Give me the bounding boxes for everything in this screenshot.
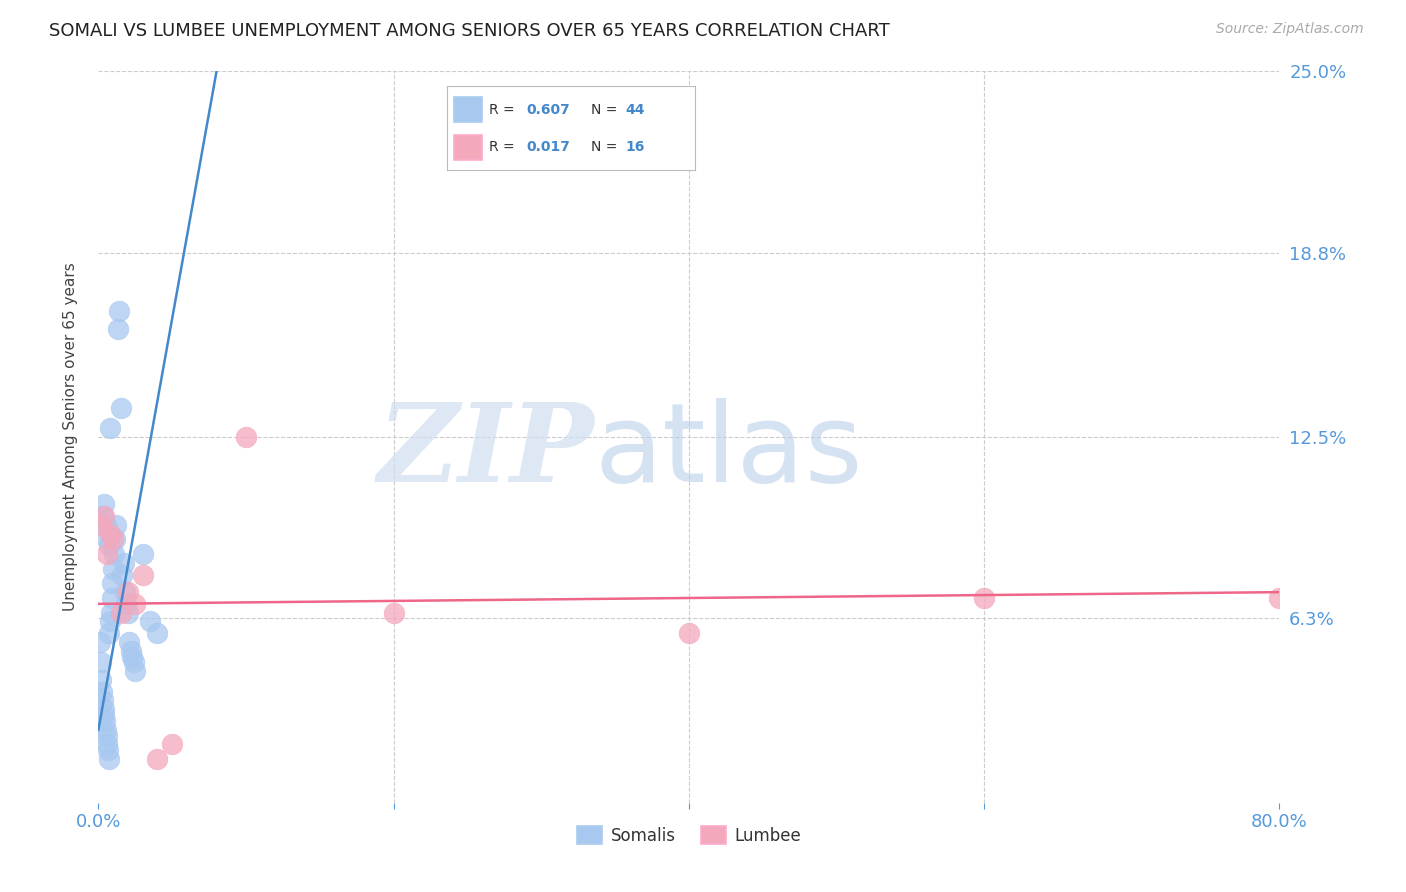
Point bbox=[115, 597, 138, 611]
Point bbox=[94, 714, 117, 728]
Point bbox=[103, 533, 125, 547]
Point bbox=[91, 509, 114, 524]
Point bbox=[122, 656, 145, 670]
Point bbox=[162, 737, 183, 751]
Point bbox=[91, 693, 114, 707]
Point bbox=[112, 556, 135, 570]
Point bbox=[146, 752, 169, 766]
Point bbox=[96, 737, 118, 751]
Point bbox=[120, 643, 142, 657]
Point bbox=[90, 673, 112, 687]
Point bbox=[124, 597, 146, 611]
Point bbox=[97, 752, 120, 766]
Point bbox=[124, 664, 146, 678]
Point bbox=[93, 497, 115, 511]
Point bbox=[118, 635, 141, 649]
Point bbox=[96, 729, 118, 743]
Point bbox=[90, 656, 112, 670]
Text: ZIP: ZIP bbox=[378, 398, 595, 506]
Point bbox=[96, 547, 118, 561]
Point bbox=[93, 702, 115, 716]
Point bbox=[139, 615, 162, 629]
Point bbox=[110, 401, 132, 415]
Point bbox=[111, 567, 134, 582]
Text: atlas: atlas bbox=[595, 398, 863, 505]
Legend: Somalis, Lumbee: Somalis, Lumbee bbox=[569, 818, 808, 853]
Point bbox=[146, 626, 169, 640]
Point bbox=[90, 517, 112, 532]
Point bbox=[1268, 591, 1291, 605]
Point bbox=[94, 723, 117, 737]
Point bbox=[235, 430, 257, 444]
Point bbox=[100, 591, 122, 605]
Point bbox=[114, 585, 136, 599]
Point bbox=[121, 649, 143, 664]
Point bbox=[94, 517, 117, 532]
Point bbox=[98, 526, 121, 541]
Point bbox=[678, 626, 700, 640]
Point bbox=[101, 576, 124, 591]
Point bbox=[110, 606, 132, 620]
Point bbox=[97, 538, 120, 552]
Point bbox=[103, 547, 125, 561]
Point bbox=[89, 635, 111, 649]
Text: SOMALI VS LUMBEE UNEMPLOYMENT AMONG SENIORS OVER 65 YEARS CORRELATION CHART: SOMALI VS LUMBEE UNEMPLOYMENT AMONG SENI… bbox=[49, 22, 890, 40]
Y-axis label: Unemployment Among Seniors over 65 years: Unemployment Among Seniors over 65 years bbox=[63, 263, 77, 611]
Point bbox=[96, 533, 118, 547]
Point bbox=[108, 304, 131, 318]
Point bbox=[98, 421, 121, 435]
Point bbox=[104, 533, 127, 547]
Point bbox=[382, 606, 405, 620]
Point bbox=[98, 615, 121, 629]
Text: Source: ZipAtlas.com: Source: ZipAtlas.com bbox=[1216, 22, 1364, 37]
Point bbox=[132, 547, 155, 561]
Point bbox=[973, 591, 995, 605]
Point bbox=[93, 509, 115, 524]
Point bbox=[93, 708, 115, 723]
Point bbox=[117, 606, 139, 620]
Point bbox=[103, 562, 125, 576]
Point bbox=[107, 322, 129, 336]
Point bbox=[98, 626, 121, 640]
Point bbox=[97, 743, 120, 757]
Point bbox=[100, 606, 122, 620]
Point bbox=[117, 585, 139, 599]
Point bbox=[132, 567, 155, 582]
Point bbox=[91, 684, 114, 698]
Point bbox=[105, 517, 128, 532]
